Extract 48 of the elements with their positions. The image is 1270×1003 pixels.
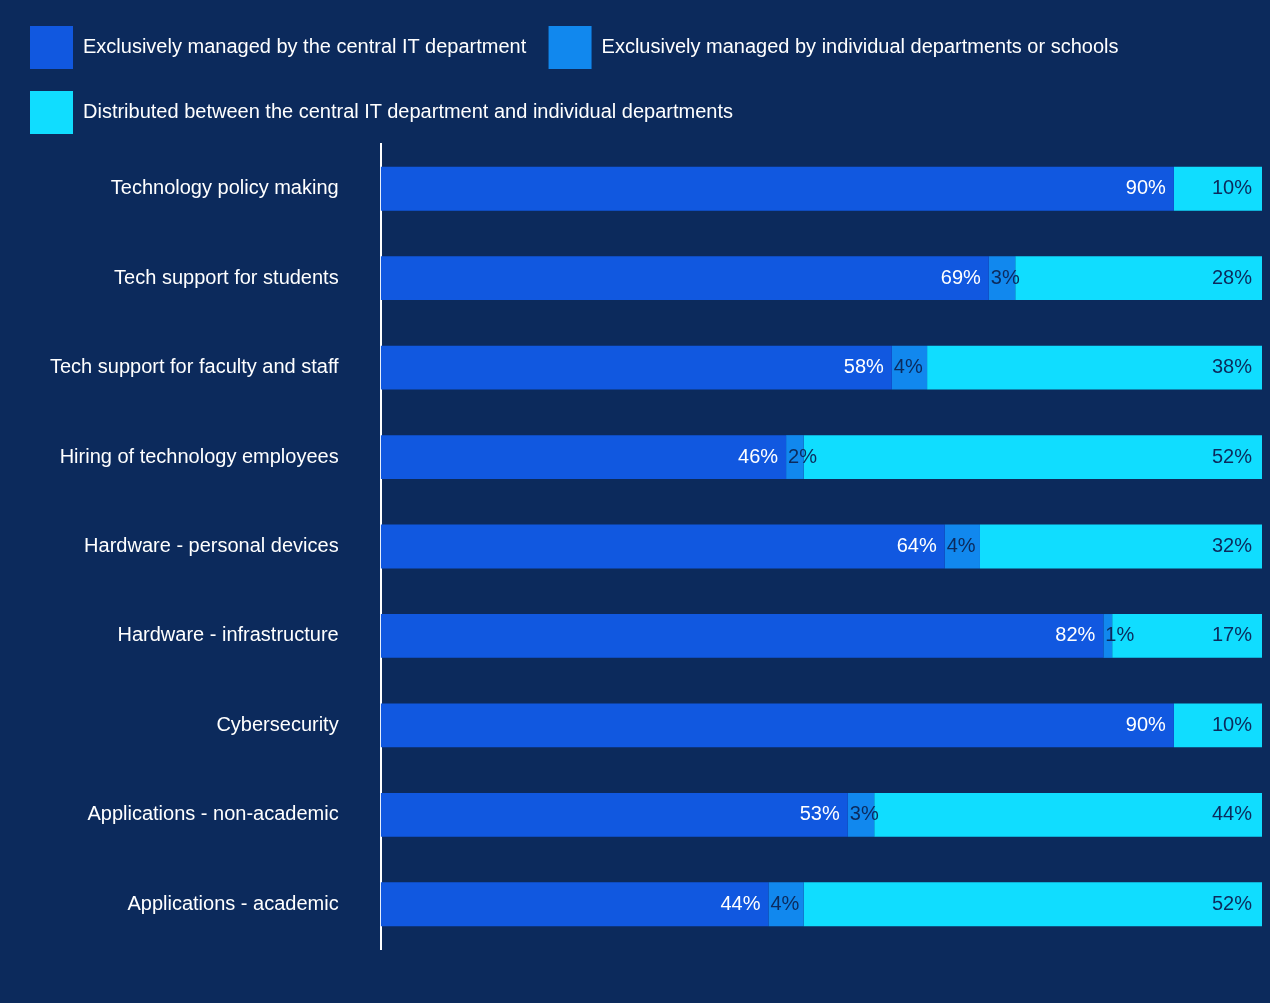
data-label: 44%: [720, 891, 761, 914]
bar: [380, 256, 989, 301]
data-label: 4%: [893, 355, 923, 378]
bar: [1173, 166, 1262, 211]
y-tick-label: Hardware - infrastructure: [117, 623, 339, 646]
y-tick-label: Tech support for students: [114, 265, 339, 288]
bar: [927, 345, 1262, 390]
data-label: 32%: [1211, 534, 1253, 557]
bar: [803, 882, 1262, 927]
y-tick-label: Hiring of technology employees: [59, 444, 339, 467]
data-label: 52%: [1211, 891, 1253, 914]
data-label: 82%: [1055, 623, 1096, 646]
data-label: 64%: [896, 534, 937, 557]
data-label: 28%: [1211, 265, 1253, 288]
data-label: 4%: [770, 891, 800, 914]
y-tick-label: Applications - non-academic: [87, 802, 339, 825]
bar: [380, 345, 892, 390]
y-tick-label: Cybersecurity: [216, 712, 339, 735]
y-tick-label: Tech support for faculty and staff: [49, 355, 340, 378]
bar: [380, 614, 1104, 658]
data-label: 90%: [1125, 176, 1167, 199]
data-label: 10%: [1211, 712, 1253, 735]
bar: [979, 524, 1262, 569]
bar: [380, 435, 787, 479]
y-tick-label: Applications - academic: [127, 891, 339, 914]
data-label: 90%: [1125, 712, 1167, 735]
data-label: 69%: [940, 265, 982, 288]
data-label: 1%: [1105, 623, 1135, 646]
bar: [380, 882, 769, 927]
y-tick-label: Technology policy making: [110, 176, 339, 199]
legend-label: Exclusively managed by individual departments or schools: [601, 35, 1119, 58]
data-label: 52%: [1211, 444, 1253, 467]
legend-label: Distributed between the central IT department and individual departments: [83, 100, 734, 123]
bar: [380, 792, 848, 837]
data-label: 38%: [1211, 355, 1253, 378]
data-label: 58%: [843, 355, 885, 378]
bar: [380, 166, 1174, 211]
y-tick-label: Hardware - personal devices: [84, 534, 339, 557]
legend-label: Exclusively managed by the central IT department: [83, 35, 527, 58]
data-label: 17%: [1211, 623, 1253, 646]
bar: [1173, 703, 1262, 748]
bar: [380, 703, 1174, 748]
bar: [380, 524, 945, 569]
data-label: 4%: [946, 534, 976, 557]
data-label: 44%: [1211, 802, 1253, 825]
data-label: 10%: [1211, 176, 1253, 199]
data-label: 46%: [738, 444, 779, 467]
data-label: 53%: [799, 802, 840, 825]
